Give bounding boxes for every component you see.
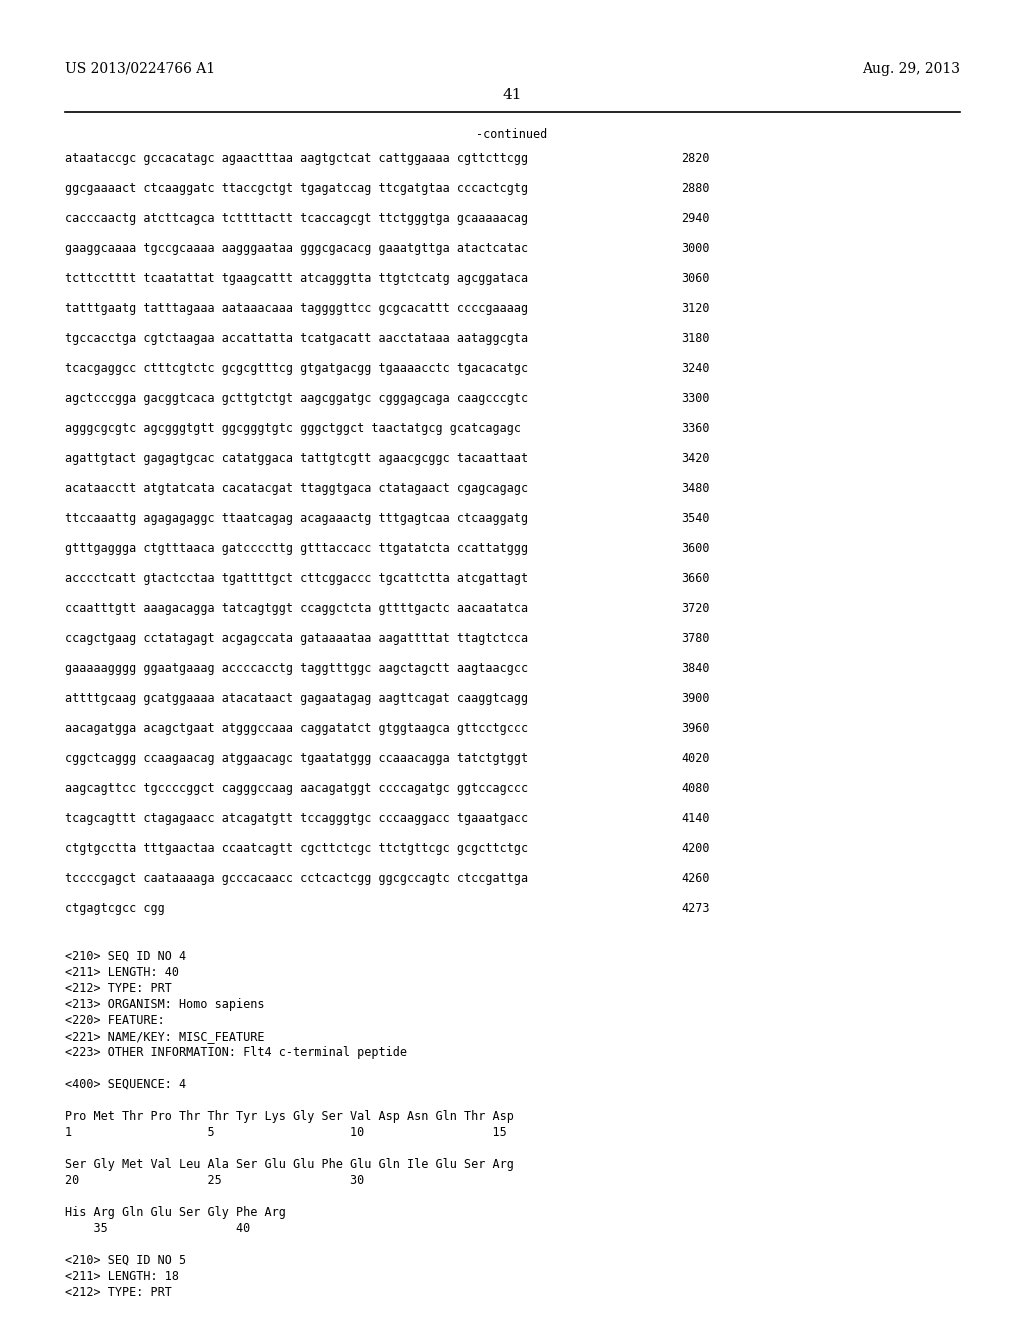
- Text: 35                  40: 35 40: [65, 1222, 250, 1236]
- Text: 41: 41: [502, 88, 522, 102]
- Text: agggcgcgtc agcgggtgtt ggcgggtgtc gggctggct taactatgcg gcatcagagc: agggcgcgtc agcgggtgtt ggcgggtgtc gggctgg…: [65, 422, 521, 436]
- Text: tcacgaggcc ctttcgtctc gcgcgtttcg gtgatgacgg tgaaaacctc tgacacatgc: tcacgaggcc ctttcgtctc gcgcgtttcg gtgatga…: [65, 362, 528, 375]
- Text: 3540: 3540: [682, 512, 710, 525]
- Text: 2940: 2940: [682, 213, 710, 224]
- Text: 3780: 3780: [682, 632, 710, 645]
- Text: 3240: 3240: [682, 362, 710, 375]
- Text: 4080: 4080: [682, 781, 710, 795]
- Text: acccctcatt gtactcctaa tgattttgct cttcggaccc tgcattctta atcgattagt: acccctcatt gtactcctaa tgattttgct cttcgga…: [65, 572, 528, 585]
- Text: <212> TYPE: PRT: <212> TYPE: PRT: [65, 1286, 172, 1299]
- Text: 4020: 4020: [682, 752, 710, 766]
- Text: 1                   5                   10                  15: 1 5 10 15: [65, 1126, 507, 1139]
- Text: Pro Met Thr Pro Thr Thr Tyr Lys Gly Ser Val Asp Asn Gln Thr Asp: Pro Met Thr Pro Thr Thr Tyr Lys Gly Ser …: [65, 1110, 514, 1123]
- Text: 2820: 2820: [682, 152, 710, 165]
- Text: 3420: 3420: [682, 451, 710, 465]
- Text: aagcagttcc tgccccggct cagggccaag aacagatggt ccccagatgc ggtccagccc: aagcagttcc tgccccggct cagggccaag aacagat…: [65, 781, 528, 795]
- Text: <211> LENGTH: 40: <211> LENGTH: 40: [65, 966, 179, 979]
- Text: 3600: 3600: [682, 543, 710, 554]
- Text: <400> SEQUENCE: 4: <400> SEQUENCE: 4: [65, 1078, 186, 1092]
- Text: <211> LENGTH: 18: <211> LENGTH: 18: [65, 1270, 179, 1283]
- Text: ccagctgaag cctatagagt acgagccata gataaaataa aagattttat ttagtctcca: ccagctgaag cctatagagt acgagccata gataaaa…: [65, 632, 528, 645]
- Text: ctgagtcgcc cgg: ctgagtcgcc cgg: [65, 902, 165, 915]
- Text: 3720: 3720: [682, 602, 710, 615]
- Text: acataacctt atgtatcata cacatacgat ttaggtgaca ctatagaact cgagcagagc: acataacctt atgtatcata cacatacgat ttaggtg…: [65, 482, 528, 495]
- Text: ggcgaaaact ctcaaggatc ttaccgctgt tgagatccag ttcgatgtaa cccactcgtg: ggcgaaaact ctcaaggatc ttaccgctgt tgagatc…: [65, 182, 528, 195]
- Text: ccaatttgtt aaagacagga tatcagtggt ccaggctcta gttttgactc aacaatatca: ccaatttgtt aaagacagga tatcagtggt ccaggct…: [65, 602, 528, 615]
- Text: tccccgagct caataaaaga gcccacaacc cctcactcgg ggcgccagtc ctccgattga: tccccgagct caataaaaga gcccacaacc cctcact…: [65, 873, 528, 884]
- Text: 4260: 4260: [682, 873, 710, 884]
- Text: 3900: 3900: [682, 692, 710, 705]
- Text: <221> NAME/KEY: MISC_FEATURE: <221> NAME/KEY: MISC_FEATURE: [65, 1030, 264, 1043]
- Text: 3180: 3180: [682, 333, 710, 345]
- Text: aacagatgga acagctgaat atgggccaaa caggatatct gtggtaagca gttcctgccc: aacagatgga acagctgaat atgggccaaa caggata…: [65, 722, 528, 735]
- Text: US 2013/0224766 A1: US 2013/0224766 A1: [65, 62, 215, 77]
- Text: Ser Gly Met Val Leu Ala Ser Glu Glu Phe Glu Gln Ile Glu Ser Arg: Ser Gly Met Val Leu Ala Ser Glu Glu Phe …: [65, 1158, 514, 1171]
- Text: 3480: 3480: [682, 482, 710, 495]
- Text: tcttcctttt tcaatattat tgaagcattt atcagggtta ttgtctcatg agcggataca: tcttcctttt tcaatattat tgaagcattt atcaggg…: [65, 272, 528, 285]
- Text: agattgtact gagagtgcac catatggaca tattgtcgtt agaacgcggc tacaattaat: agattgtact gagagtgcac catatggaca tattgtc…: [65, 451, 528, 465]
- Text: Aug. 29, 2013: Aug. 29, 2013: [862, 62, 961, 77]
- Text: 3000: 3000: [682, 242, 710, 255]
- Text: 3660: 3660: [682, 572, 710, 585]
- Text: cacccaactg atcttcagca tcttttactt tcaccagcgt ttctgggtga gcaaaaacag: cacccaactg atcttcagca tcttttactt tcaccag…: [65, 213, 528, 224]
- Text: tgccacctga cgtctaagaa accattatta tcatgacatt aacctataaa aataggcgta: tgccacctga cgtctaagaa accattatta tcatgac…: [65, 333, 528, 345]
- Text: gaaaaagggg ggaatgaaag accccacctg taggtttggc aagctagctt aagtaacgcc: gaaaaagggg ggaatgaaag accccacctg taggttt…: [65, 663, 528, 675]
- Text: 2880: 2880: [682, 182, 710, 195]
- Text: 3060: 3060: [682, 272, 710, 285]
- Text: 3840: 3840: [682, 663, 710, 675]
- Text: <210> SEQ ID NO 5: <210> SEQ ID NO 5: [65, 1254, 186, 1267]
- Text: ttccaaattg agagagaggc ttaatcagag acagaaactg tttgagtcaa ctcaaggatg: ttccaaattg agagagaggc ttaatcagag acagaaa…: [65, 512, 528, 525]
- Text: ataataccgc gccacatagc agaactttaa aagtgctcat cattggaaaa cgttcttcgg: ataataccgc gccacatagc agaactttaa aagtgct…: [65, 152, 528, 165]
- Text: <220> FEATURE:: <220> FEATURE:: [65, 1014, 165, 1027]
- Text: <210> SEQ ID NO 4: <210> SEQ ID NO 4: [65, 950, 186, 964]
- Text: 4140: 4140: [682, 812, 710, 825]
- Text: 4200: 4200: [682, 842, 710, 855]
- Text: cggctcaggg ccaagaacag atggaacagc tgaatatggg ccaaacagga tatctgtggt: cggctcaggg ccaagaacag atggaacagc tgaatat…: [65, 752, 528, 766]
- Text: tcagcagttt ctagagaacc atcagatgtt tccagggtgc cccaaggacc tgaaatgacc: tcagcagttt ctagagaacc atcagatgtt tccaggg…: [65, 812, 528, 825]
- Text: 3120: 3120: [682, 302, 710, 315]
- Text: 3300: 3300: [682, 392, 710, 405]
- Text: tatttgaatg tatttagaaa aataaacaaa taggggttcc gcgcacattt ccccgaaaag: tatttgaatg tatttagaaa aataaacaaa taggggt…: [65, 302, 528, 315]
- Text: 20                  25                  30: 20 25 30: [65, 1173, 365, 1187]
- Text: gtttgaggga ctgtttaaca gatccccttg gtttaccacc ttgatatcta ccattatggg: gtttgaggga ctgtttaaca gatccccttg gtttacc…: [65, 543, 528, 554]
- Text: 3960: 3960: [682, 722, 710, 735]
- Text: gaaggcaaaa tgccgcaaaa aagggaataa gggcgacacg gaaatgttga atactcatac: gaaggcaaaa tgccgcaaaa aagggaataa gggcgac…: [65, 242, 528, 255]
- Text: agctcccgga gacggtcaca gcttgtctgt aagcggatgc cgggagcaga caagcccgtc: agctcccgga gacggtcaca gcttgtctgt aagcgga…: [65, 392, 528, 405]
- Text: attttgcaag gcatggaaaa atacataact gagaatagag aagttcagat caaggtcagg: attttgcaag gcatggaaaa atacataact gagaata…: [65, 692, 528, 705]
- Text: <213> ORGANISM: Homo sapiens: <213> ORGANISM: Homo sapiens: [65, 998, 264, 1011]
- Text: ctgtgcctta tttgaactaa ccaatcagtt cgcttctcgc ttctgttcgc gcgcttctgc: ctgtgcctta tttgaactaa ccaatcagtt cgcttct…: [65, 842, 528, 855]
- Text: His Arg Gln Glu Ser Gly Phe Arg: His Arg Gln Glu Ser Gly Phe Arg: [65, 1206, 286, 1218]
- Text: 4273: 4273: [682, 902, 710, 915]
- Text: 3360: 3360: [682, 422, 710, 436]
- Text: <223> OTHER INFORMATION: Flt4 c-terminal peptide: <223> OTHER INFORMATION: Flt4 c-terminal…: [65, 1045, 407, 1059]
- Text: <212> TYPE: PRT: <212> TYPE: PRT: [65, 982, 172, 995]
- Text: -continued: -continued: [476, 128, 548, 141]
